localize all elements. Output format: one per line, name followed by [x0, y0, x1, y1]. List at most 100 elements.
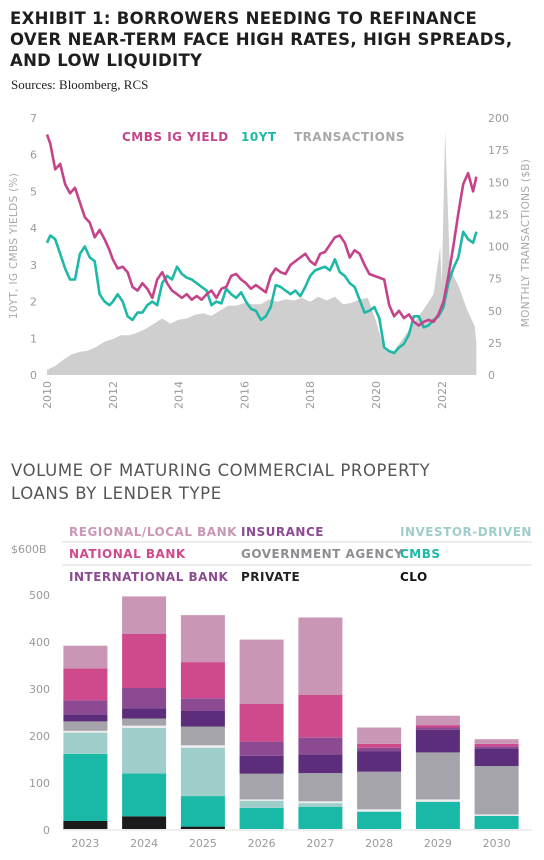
left-tick-label: 7 [30, 112, 37, 125]
bar-segment-clo-2023 [63, 821, 108, 829]
x-tick-label: 2012 [107, 381, 120, 409]
section2-title-line-2: LOANS BY LENDER TYPE [11, 484, 222, 503]
right-tick-label: 25 [488, 337, 502, 350]
bar-segment-national-bank-2024 [122, 634, 167, 688]
left-tick-label: 5 [30, 185, 37, 198]
right-tick-label: 150 [488, 176, 509, 189]
right-tick-label: 50 [488, 305, 502, 318]
x-tick-label: 2027 [306, 837, 334, 850]
exhibit-title-line-2: OVER NEAR-TERM FACE HIGH RATES, HIGH SPR… [10, 30, 513, 49]
x-tick-label: 2020 [370, 381, 383, 409]
exhibit-title-line-1: EXHIBIT 1: BORROWERS NEEDING TO REFINANC… [10, 9, 478, 28]
left-tick-label: 3 [30, 259, 37, 272]
bar-segment-national-bank-2026 [239, 704, 284, 742]
bar-segment-cmbs-2028 [357, 811, 402, 829]
bar-segment-cmbs-2023 [63, 753, 108, 821]
bar-segment-private-2023 [63, 730, 108, 733]
y-tick-label: 0 [43, 824, 50, 837]
bar-segment-government-agency-2026 [239, 773, 284, 800]
right-tick-label: 100 [488, 241, 509, 254]
bar-segment-private-2027 [298, 801, 343, 804]
x-tick-label: 2028 [365, 837, 393, 850]
bar-segment-international-bank-2023 [63, 700, 108, 715]
bar-segment-private-2029 [415, 799, 460, 802]
bar-segment-regional-local-bank-2025 [180, 615, 225, 663]
bar-segment-insurance-2027 [298, 754, 343, 774]
right-tick-label: 125 [488, 208, 509, 221]
bar-segment-cmbs-2024 [122, 773, 167, 817]
bar-segment-government-agency-2024 [122, 718, 167, 726]
bar-segment-regional-local-bank-2030 [474, 739, 519, 744]
ten-yt-line [45, 230, 478, 355]
bar-segment-national-bank-2028 [357, 743, 402, 748]
bar-segment-cmbs-2030 [474, 815, 519, 829]
bar-segment-national-bank-2027 [298, 695, 343, 738]
bar-segment-national-bank-2029 [415, 725, 460, 728]
bar-segment-international-bank-2030 [474, 746, 519, 749]
sources-note: Sources: Bloomberg, RCS [11, 77, 149, 92]
legend-investor-driven: INVESTOR-DRIVEN [400, 525, 532, 539]
bar-segment-private-2030 [474, 814, 519, 816]
exhibit-title: EXHIBIT 1: BORROWERS NEEDING TO REFINANC… [10, 8, 540, 71]
bar-segment-government-agency-2030 [474, 766, 519, 815]
legend-ten-yt: 10YT [241, 130, 277, 144]
unit-label: $600B [11, 543, 47, 556]
bar-segment-private-2025 [180, 745, 225, 748]
legend-cmbs: CMBS [400, 547, 441, 561]
x-tick-label: 2010 [41, 381, 54, 409]
legend-private: PRIVATE [241, 570, 300, 584]
y-tick-label: 100 [29, 777, 50, 790]
left-tick-label: 2 [30, 296, 37, 309]
bar-segment-regional-local-bank-2023 [63, 645, 108, 669]
bar-segment-insurance-2028 [357, 751, 402, 772]
bar-segment-insurance-2030 [474, 748, 519, 766]
x-tick-label: 2023 [71, 837, 99, 850]
x-tick-label: 2029 [424, 837, 452, 850]
left-tick-label: 1 [30, 332, 37, 345]
x-tick-label: 2022 [436, 381, 449, 409]
x-tick-label: 2016 [238, 381, 251, 409]
bar-segment-international-bank-2025 [180, 698, 225, 711]
left-tick-label: 0 [30, 369, 37, 382]
bar-segment-government-agency-2027 [298, 773, 343, 802]
bar-segment-insurance-2024 [122, 708, 167, 719]
legend-national-bank: NATIONAL BANK [69, 547, 186, 561]
y-tick-label: 400 [29, 636, 50, 649]
legend-transactions: TRANSACTIONS [294, 130, 405, 144]
legend-cmbs-ig-yield: CMBS IG YIELD [122, 130, 229, 144]
bar-segment-government-agency-2025 [180, 726, 225, 746]
x-tick-label: 2026 [248, 837, 276, 850]
bar-segment-clo-2024 [122, 816, 167, 829]
bar-segment-international-bank-2027 [298, 737, 343, 755]
bar-segment-investor-driven-2027 [298, 803, 343, 807]
bar-segment-cmbs-2025 [180, 796, 225, 827]
bar-segment-private-2024 [122, 725, 167, 728]
section2-title: VOLUME OF MATURING COMMERCIAL PROPERTY L… [11, 459, 541, 505]
bar-segment-investor-driven-2025 [180, 747, 225, 797]
yields-transactions-chart: 0 1 2 3 4 5 6 7 0 25 50 75 100 125 150 175 200 2010 2012 20… [8, 112, 532, 409]
bar-segment-regional-local-bank-2029 [415, 715, 460, 726]
bar-segment-national-bank-2025 [180, 662, 225, 699]
bar-segment-private-2028 [357, 809, 402, 812]
y-tick-label: 200 [29, 730, 50, 743]
bar-segment-clo-2025 [180, 826, 225, 829]
bar-segment-investor-driven-2024 [122, 728, 167, 774]
x-tick-label: 2014 [173, 381, 186, 409]
bar-segment-insurance-2023 [63, 714, 108, 722]
x-tick-label: 2030 [483, 837, 511, 850]
bar-segment-international-bank-2024 [122, 688, 167, 709]
bar-segment-insurance-2026 [239, 755, 284, 774]
right-tick-label: 0 [488, 369, 495, 382]
bar-segment-national-bank-2030 [474, 743, 519, 747]
bar-segment-insurance-2029 [415, 729, 460, 753]
bar-segment-private-2026 [239, 799, 284, 801]
bar-segment-government-agency-2029 [415, 752, 460, 800]
right-axis-label: MONTHLY TRANSACTIONS ($B) [520, 159, 532, 327]
bar-segment-international-bank-2029 [415, 727, 460, 730]
bar-segment-government-agency-2028 [357, 771, 402, 810]
bar-segment-cmbs-2026 [239, 807, 284, 829]
bar-segment-regional-local-bank-2028 [357, 727, 402, 744]
x-tick-label: 2025 [189, 837, 217, 850]
bar-segment-cmbs-2029 [415, 801, 460, 829]
